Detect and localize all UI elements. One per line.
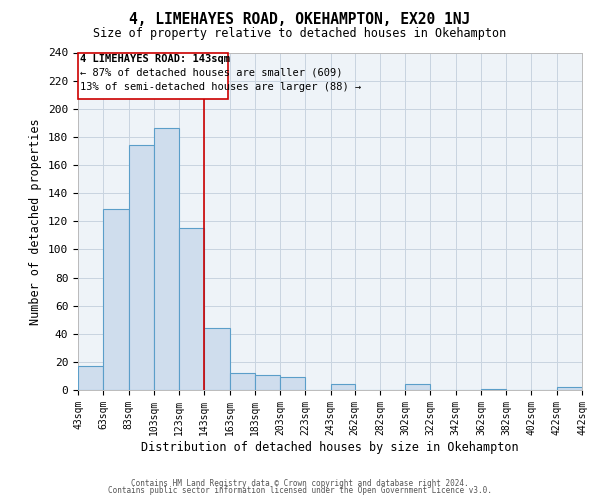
Bar (481, 388, 506, 390)
Text: ← 87% of detached houses are smaller (609): ← 87% of detached houses are smaller (60… (80, 68, 343, 78)
Bar (103, 208, 128, 390)
Bar (331, 384, 355, 390)
Text: 4 LIMEHAYES ROAD: 143sqm: 4 LIMEHAYES ROAD: 143sqm (80, 54, 230, 64)
Bar (405, 384, 430, 390)
Bar (557, 387, 582, 390)
Text: Contains HM Land Registry data © Crown copyright and database right 2024.: Contains HM Land Registry data © Crown c… (131, 478, 469, 488)
Text: 13% of semi-detached houses are larger (88) →: 13% of semi-detached houses are larger (… (80, 82, 361, 92)
Text: Size of property relative to detached houses in Okehampton: Size of property relative to detached ho… (94, 28, 506, 40)
Bar (78, 366, 103, 390)
X-axis label: Distribution of detached houses by size in Okehampton: Distribution of detached houses by size … (141, 440, 519, 454)
Bar (280, 378, 305, 390)
Bar (128, 146, 154, 390)
Bar (205, 328, 230, 390)
Bar (179, 228, 205, 390)
Text: 4, LIMEHAYES ROAD, OKEHAMPTON, EX20 1NJ: 4, LIMEHAYES ROAD, OKEHAMPTON, EX20 1NJ (130, 12, 470, 28)
Bar (154, 128, 179, 390)
Y-axis label: Number of detached properties: Number of detached properties (29, 118, 43, 324)
Bar (255, 374, 280, 390)
FancyBboxPatch shape (78, 52, 229, 99)
Bar (230, 373, 255, 390)
Text: Contains public sector information licensed under the Open Government Licence v3: Contains public sector information licen… (108, 486, 492, 495)
